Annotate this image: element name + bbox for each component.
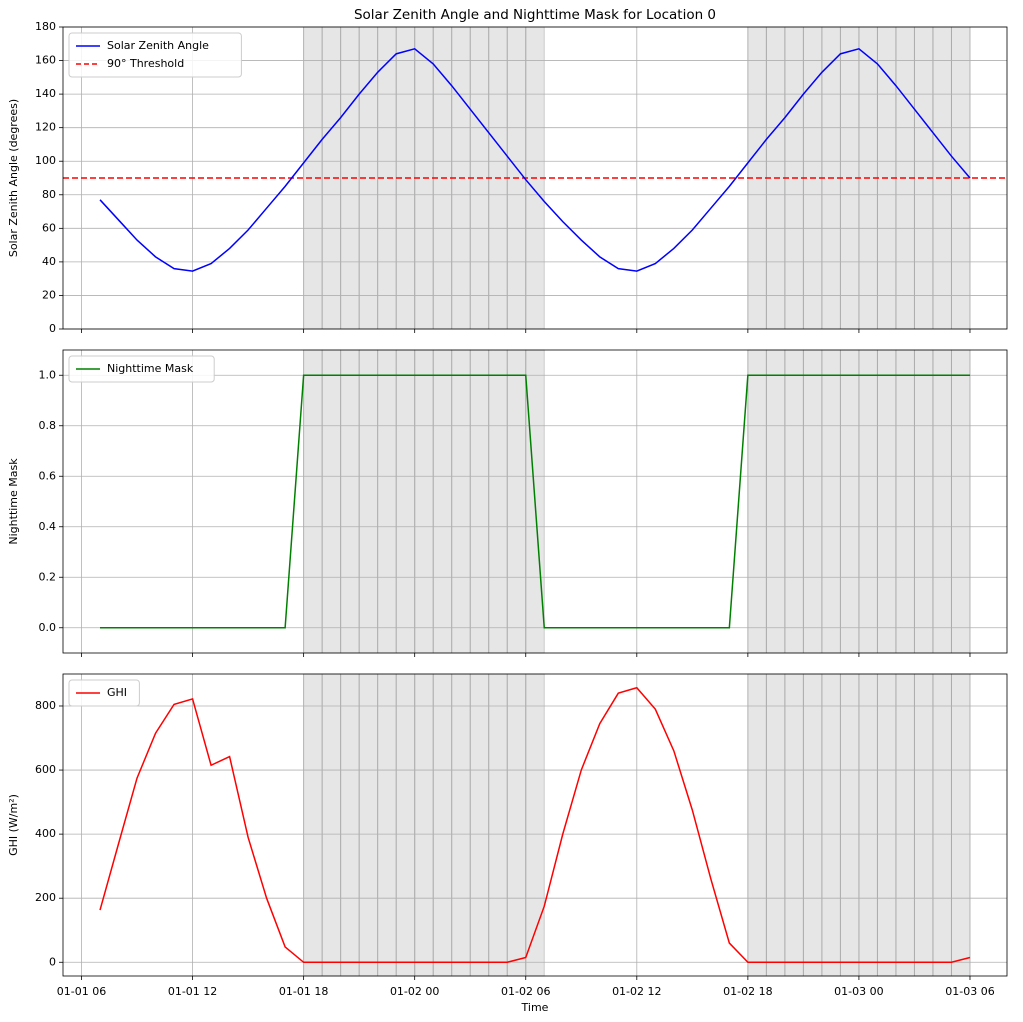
night-span: [932, 349, 952, 654]
night-span: [821, 673, 841, 977]
night-span: [377, 673, 397, 977]
y-tick-label: 1.0: [39, 368, 57, 381]
night-span: [321, 349, 342, 654]
x-tick-label: 01-03 06: [945, 985, 994, 998]
x-tick-label: 01-02 12: [612, 985, 661, 998]
night-span: [858, 349, 878, 654]
night-span: [506, 673, 527, 977]
night-span: [414, 349, 434, 654]
night-span: [895, 673, 915, 977]
x-tick-label: 01-02 06: [501, 985, 550, 998]
night-span: [414, 673, 434, 977]
night-span: [784, 349, 804, 654]
night-span: [303, 349, 323, 654]
night-span: [932, 673, 952, 977]
night-span: [913, 673, 934, 977]
night-span: [451, 673, 471, 977]
legend-box: [68, 32, 242, 78]
y-tick-label: 0.0: [39, 621, 57, 634]
night-span: [432, 673, 453, 977]
night-span: [377, 349, 397, 654]
axes-frame: [62, 26, 1008, 330]
night-span: [488, 349, 508, 654]
night-span: [876, 673, 897, 977]
night-span: [802, 673, 823, 977]
legend-box: [68, 679, 140, 707]
x-tick-label: 01-01 12: [168, 985, 217, 998]
legend-label: Solar Zenith Angle: [107, 39, 209, 52]
night-span: [506, 349, 527, 654]
night-span: [469, 349, 490, 654]
y-tick-label: 0.2: [39, 570, 57, 583]
night-span: [469, 673, 490, 977]
night-span: [802, 349, 823, 654]
night-span: [765, 349, 786, 654]
y-tick-label: 0: [49, 322, 56, 335]
axes-frame: [62, 349, 1008, 654]
night-span: [747, 673, 767, 977]
night-span: [913, 349, 934, 654]
night-span: [876, 349, 897, 654]
y-tick-label: 0.8: [39, 419, 57, 432]
night-span: [784, 673, 804, 977]
night-span: [895, 349, 915, 654]
night-span: [747, 349, 767, 654]
night-span: [432, 349, 453, 654]
x-tick-label: 01-01 06: [57, 985, 106, 998]
x-axis-label: Time: [521, 1001, 549, 1014]
y-tick-label: 20: [42, 288, 56, 301]
night-span: [488, 673, 508, 977]
night-span: [950, 349, 971, 654]
y-tick-label: 80: [42, 188, 56, 201]
night-span: [303, 673, 323, 977]
data-line: [99, 47, 971, 272]
legend-label: GHI: [107, 686, 127, 699]
night-span: [321, 673, 342, 977]
data-line: [100, 374, 970, 629]
y-tick-label: 40: [42, 255, 56, 268]
y-tick-label: 160: [35, 54, 56, 67]
x-tick-label: 01-01 18: [279, 985, 328, 998]
x-tick-label: 01-02 18: [723, 985, 772, 998]
night-span: [340, 349, 360, 654]
axes-frame: [62, 673, 1008, 977]
y-tick-label: 0: [49, 955, 56, 968]
y-tick-label: 400: [35, 827, 56, 840]
y-tick-label: 600: [35, 763, 56, 776]
y-axis-label: Nighttime Mask: [7, 458, 20, 545]
y-tick-label: 0.6: [39, 469, 57, 482]
legend-box: [68, 355, 215, 383]
night-span: [358, 349, 379, 654]
night-span: [950, 673, 971, 977]
y-tick-label: 800: [35, 699, 56, 712]
night-span: [765, 673, 786, 977]
y-tick-label: 60: [42, 221, 56, 234]
night-span: [395, 673, 416, 977]
night-span: [839, 349, 860, 654]
data-line: [99, 686, 971, 964]
y-tick-label: 140: [35, 87, 56, 100]
legend-label: Nighttime Mask: [107, 362, 194, 375]
y-tick-label: 0.4: [39, 520, 57, 533]
y-tick-label: 200: [35, 891, 56, 904]
y-tick-label: 180: [35, 20, 56, 33]
y-tick-label: 120: [35, 121, 56, 134]
night-span: [358, 673, 379, 977]
y-axis-label: GHI (W/m²): [7, 794, 20, 856]
y-axis-label: Solar Zenith Angle (degrees): [7, 99, 20, 257]
night-span: [451, 349, 471, 654]
x-tick-label: 01-03 00: [834, 985, 883, 998]
y-tick-label: 100: [35, 154, 56, 167]
chart-title: Solar Zenith Angle and Nighttime Mask fo…: [354, 7, 716, 23]
night-span: [395, 349, 416, 654]
legend-label: 90° Threshold: [107, 57, 184, 70]
x-tick-label: 01-02 00: [390, 985, 439, 998]
night-span: [821, 349, 841, 654]
night-span: [858, 673, 878, 977]
night-span: [839, 673, 860, 977]
night-span: [340, 673, 360, 977]
